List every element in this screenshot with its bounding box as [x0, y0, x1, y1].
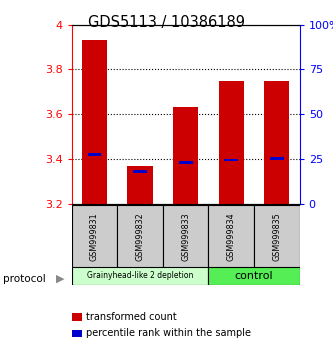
Text: protocol: protocol	[3, 274, 46, 284]
Bar	[219, 81, 244, 204]
Bar	[264, 81, 289, 204]
Bar	[72, 205, 117, 267]
Text: transformed count: transformed count	[86, 312, 176, 322]
Text: GSM999835: GSM999835	[272, 212, 281, 261]
Bar	[224, 159, 238, 161]
Bar	[254, 205, 300, 267]
Bar	[128, 166, 153, 204]
Text: ▶: ▶	[56, 274, 65, 284]
Text: percentile rank within the sample: percentile rank within the sample	[86, 329, 250, 338]
Bar	[133, 170, 147, 173]
Bar	[82, 40, 107, 204]
Bar	[208, 267, 300, 285]
Bar	[117, 205, 163, 267]
Text: GSM999832: GSM999832	[136, 212, 145, 261]
Text: GSM999833: GSM999833	[181, 212, 190, 261]
Bar	[163, 205, 208, 267]
Text: GDS5113 / 10386189: GDS5113 / 10386189	[88, 15, 245, 30]
Text: control: control	[235, 271, 273, 281]
Text: Grainyhead-like 2 depletion: Grainyhead-like 2 depletion	[87, 271, 193, 280]
Bar	[72, 267, 208, 285]
Text: GSM999831: GSM999831	[90, 212, 99, 261]
Bar	[173, 108, 198, 204]
Bar	[208, 205, 254, 267]
Text: GSM999834: GSM999834	[227, 212, 236, 261]
Bar	[270, 158, 284, 160]
Bar	[88, 153, 101, 156]
Bar	[179, 161, 192, 164]
